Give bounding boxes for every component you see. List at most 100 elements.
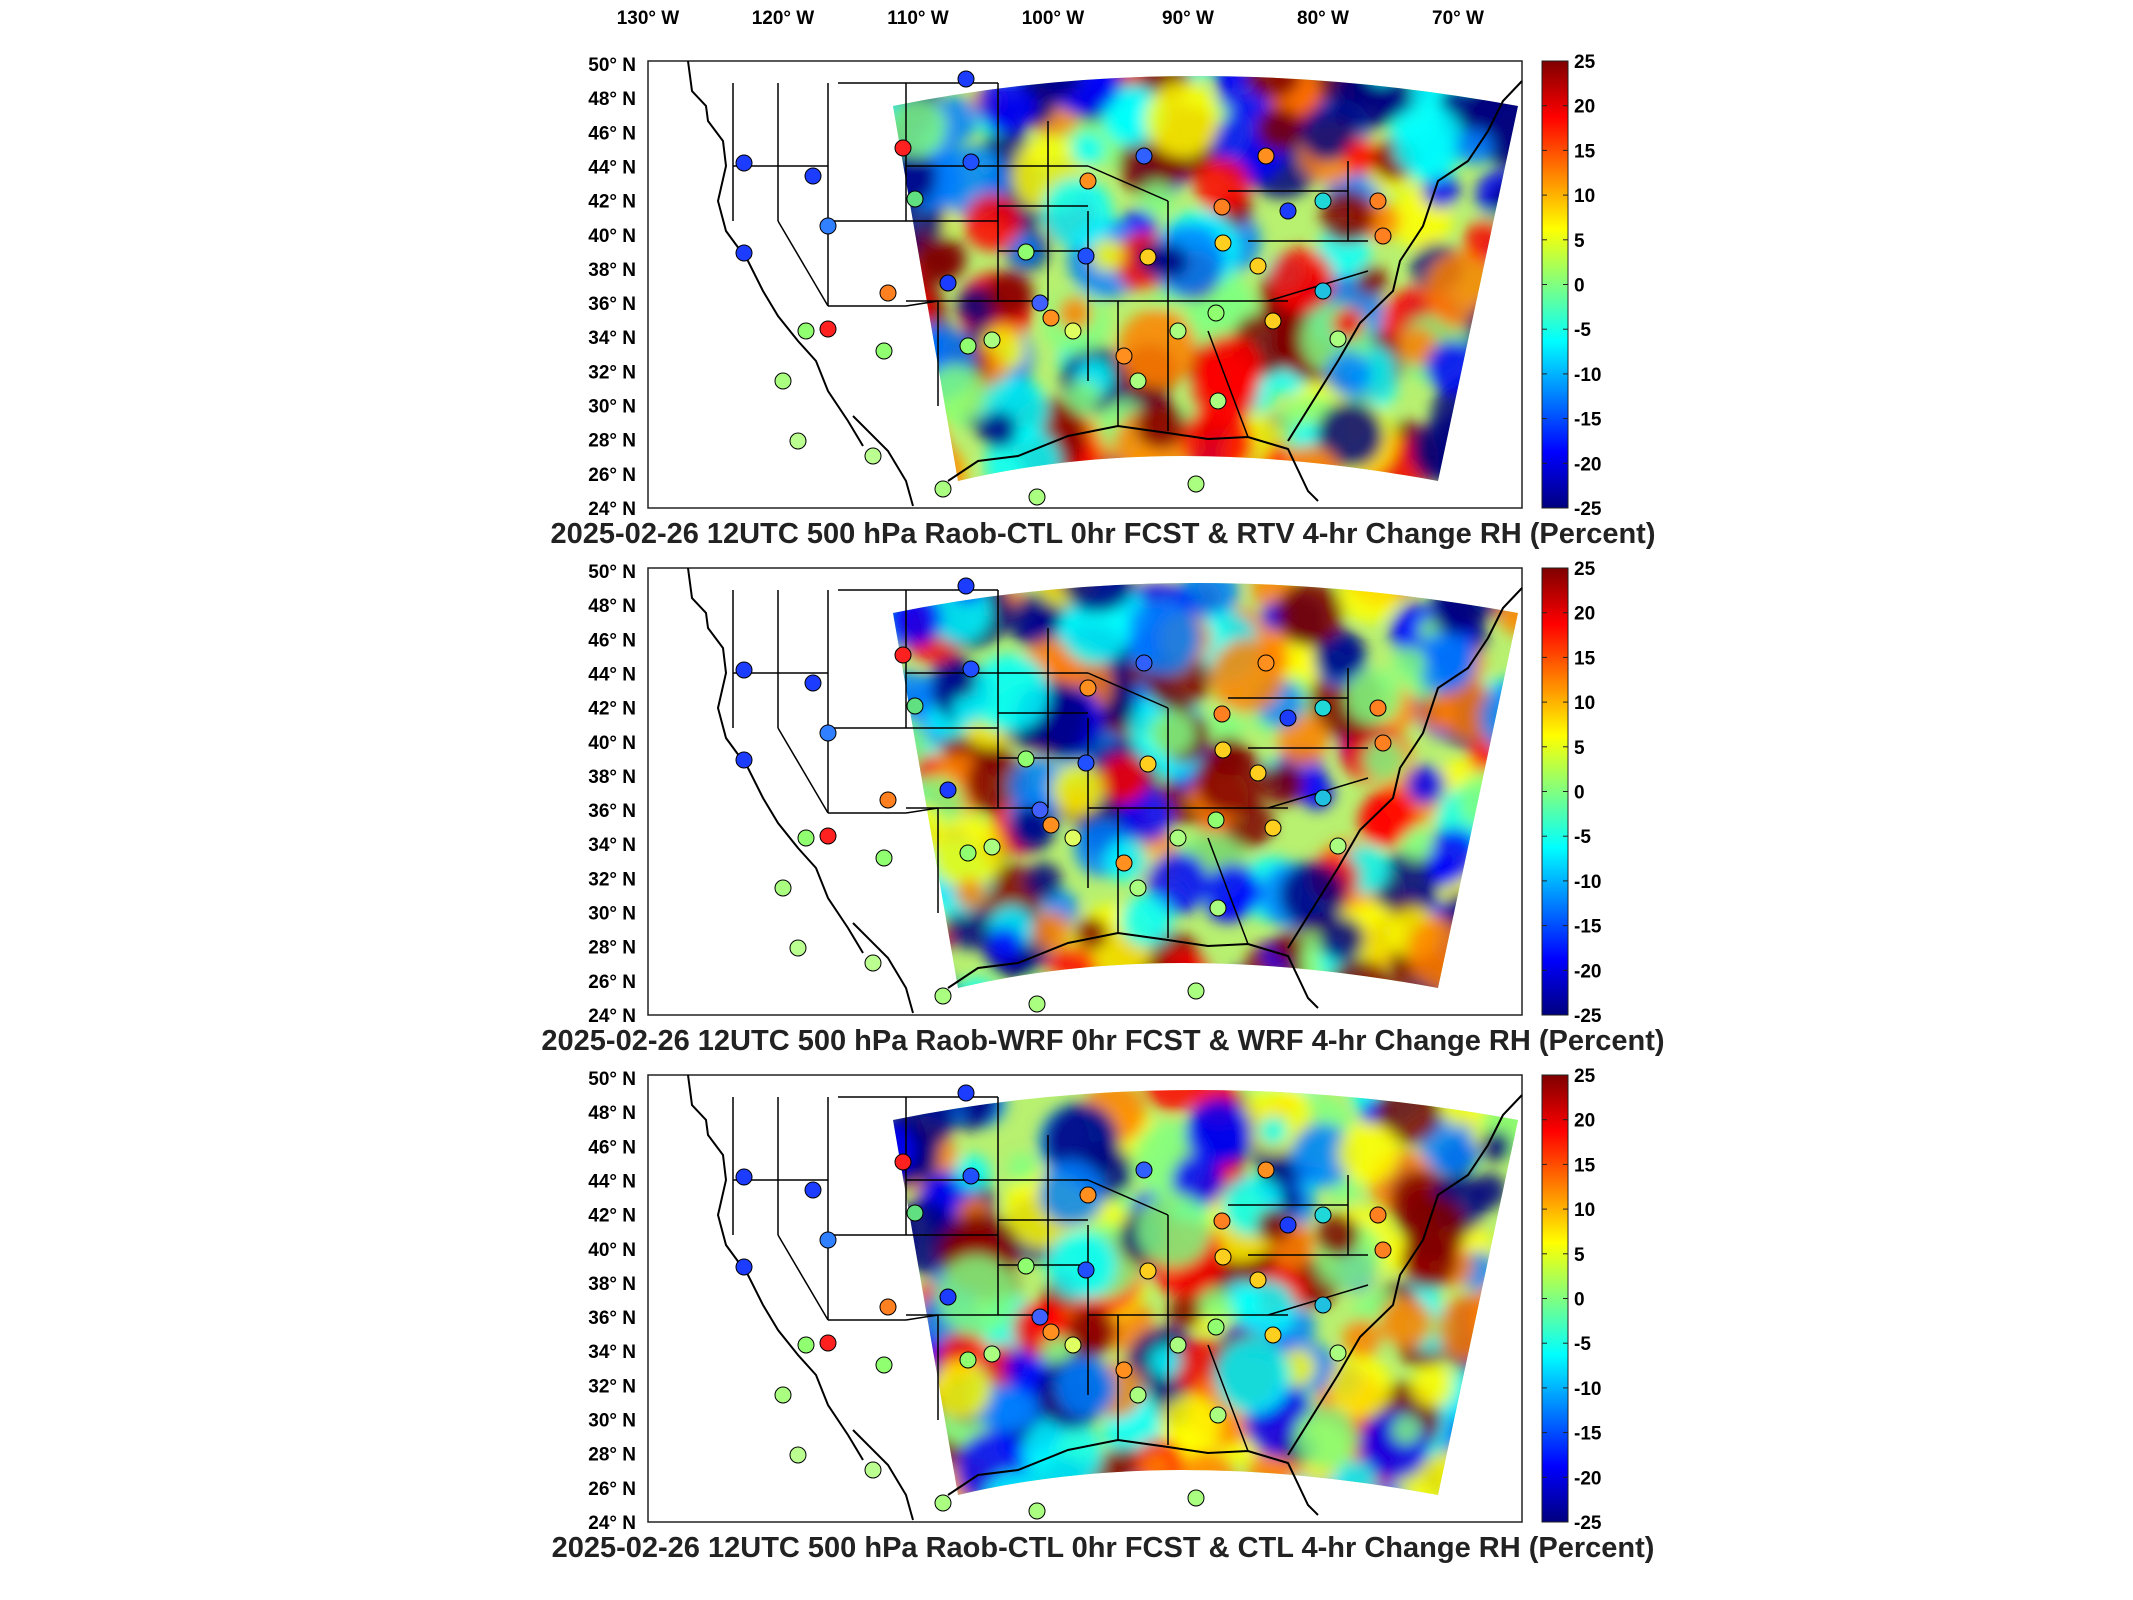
station-marker bbox=[1077, 247, 1095, 265]
colorbar-tick-label: -25 bbox=[1574, 1006, 1602, 1027]
raob-stations bbox=[735, 1084, 1392, 1520]
lat-tick-label: 34° N bbox=[588, 1342, 636, 1363]
station-marker bbox=[1031, 294, 1049, 312]
station-marker bbox=[1214, 741, 1232, 759]
station-marker bbox=[1209, 899, 1227, 917]
station-marker bbox=[934, 987, 952, 1005]
station-marker bbox=[864, 447, 882, 465]
lat-tick-label: 48° N bbox=[588, 596, 636, 617]
lat-tick-label: 32° N bbox=[588, 362, 636, 383]
station-marker bbox=[1129, 879, 1147, 897]
station-marker bbox=[939, 1288, 957, 1306]
station-marker bbox=[1374, 227, 1392, 245]
station-marker bbox=[1213, 1212, 1231, 1230]
station-marker bbox=[819, 724, 837, 742]
station-marker bbox=[1249, 764, 1267, 782]
station-marker bbox=[1187, 475, 1205, 493]
station-marker bbox=[774, 879, 792, 897]
lat-tick-label: 50° N bbox=[588, 562, 636, 583]
station-marker bbox=[1374, 734, 1392, 752]
station-marker bbox=[1264, 819, 1282, 837]
lat-tick-label: 46° N bbox=[588, 1137, 636, 1158]
station-marker bbox=[1042, 1323, 1060, 1341]
lat-tick-label: 38° N bbox=[588, 1274, 636, 1295]
station-marker bbox=[819, 1334, 837, 1352]
colorbar-tick-label: -5 bbox=[1574, 827, 1591, 848]
station-marker bbox=[1064, 1336, 1082, 1354]
colorbar-tick-label: -10 bbox=[1574, 872, 1601, 893]
colorbar-tick-label: -5 bbox=[1574, 320, 1591, 341]
lat-tick-label: 44° N bbox=[588, 664, 636, 685]
station-marker bbox=[1249, 1271, 1267, 1289]
station-marker bbox=[1314, 1296, 1332, 1314]
station-marker bbox=[879, 284, 897, 302]
map-panel: 50° N 48° N 46° N 44° N 42° N 40° N 38° N 36° N… bbox=[551, 52, 1656, 550]
station-marker bbox=[1139, 248, 1157, 266]
station-marker bbox=[1369, 192, 1387, 210]
lat-tick-label: 28° N bbox=[588, 1445, 636, 1466]
station-marker bbox=[1187, 1489, 1205, 1507]
raob-stations bbox=[735, 70, 1392, 506]
lat-tick-label: 30° N bbox=[588, 904, 636, 925]
panel-title: 2025-02-26 12UTC 500 hPa Raob-CTL 0hr FC… bbox=[552, 1532, 1655, 1564]
lon-tick-label: 90° W bbox=[1162, 8, 1214, 29]
lat-tick-label: 36° N bbox=[588, 801, 636, 822]
station-marker bbox=[774, 1386, 792, 1404]
lat-tick-label: 38° N bbox=[588, 767, 636, 788]
lat-tick-label: 24° N bbox=[588, 1513, 636, 1534]
station-marker bbox=[1169, 322, 1187, 340]
colorbar-tick-label: -20 bbox=[1574, 454, 1601, 475]
colorbar-tick-label: 10 bbox=[1574, 186, 1595, 207]
station-marker bbox=[894, 646, 912, 664]
lat-tick-label: 46° N bbox=[588, 630, 636, 651]
station-marker bbox=[906, 190, 924, 208]
station-marker bbox=[1115, 1361, 1133, 1379]
station-marker bbox=[875, 342, 893, 360]
lat-tick-label: 24° N bbox=[588, 499, 636, 520]
colorbar-tick-label: 10 bbox=[1574, 1200, 1595, 1221]
lon-tick-label: 110° W bbox=[887, 8, 949, 29]
station-marker bbox=[1169, 829, 1187, 847]
station-marker bbox=[1369, 1206, 1387, 1224]
station-marker bbox=[1329, 330, 1347, 348]
station-marker bbox=[1214, 1248, 1232, 1266]
station-marker bbox=[1135, 147, 1153, 165]
station-marker bbox=[819, 217, 837, 235]
colorbar-tick-label: 5 bbox=[1574, 231, 1585, 252]
colorbar-tick-label: 25 bbox=[1574, 1066, 1596, 1087]
station-marker bbox=[875, 1356, 893, 1374]
station-marker bbox=[1079, 172, 1097, 190]
lat-tick-label: 26° N bbox=[588, 1479, 636, 1500]
station-marker bbox=[875, 849, 893, 867]
station-marker bbox=[735, 751, 753, 769]
colorbar-tick-label: 15 bbox=[1574, 648, 1596, 669]
lat-tick-label: 36° N bbox=[588, 1308, 636, 1329]
state-boundaries bbox=[687, 60, 1523, 507]
colorbar-tick-label: 5 bbox=[1574, 738, 1585, 759]
colorbar-tick-label: 0 bbox=[1574, 783, 1585, 804]
colorbar-tick-label: 5 bbox=[1574, 1245, 1585, 1266]
station-marker bbox=[1129, 1386, 1147, 1404]
station-marker bbox=[1374, 1241, 1392, 1259]
colorbar-tick-label: -15 bbox=[1574, 1424, 1602, 1445]
lat-tick-label: 28° N bbox=[588, 938, 636, 959]
station-marker bbox=[1129, 372, 1147, 390]
station-marker bbox=[819, 320, 837, 338]
lat-tick-label: 48° N bbox=[588, 1103, 636, 1124]
colorbar-tick-label: 25 bbox=[1574, 559, 1596, 580]
station-marker bbox=[1042, 309, 1060, 327]
station-marker bbox=[1314, 282, 1332, 300]
station-marker bbox=[1135, 654, 1153, 672]
station-marker bbox=[797, 1336, 815, 1354]
colorbar-tick-label: 25 bbox=[1574, 52, 1596, 73]
station-marker bbox=[934, 480, 952, 498]
station-marker bbox=[1257, 654, 1275, 672]
station-marker bbox=[735, 154, 753, 172]
station-marker bbox=[957, 577, 975, 595]
lat-tick-label: 28° N bbox=[588, 431, 636, 452]
station-marker bbox=[1017, 750, 1035, 768]
station-marker bbox=[906, 1204, 924, 1222]
station-marker bbox=[1031, 1308, 1049, 1326]
colorbar-tick-label: -25 bbox=[1574, 1513, 1602, 1534]
